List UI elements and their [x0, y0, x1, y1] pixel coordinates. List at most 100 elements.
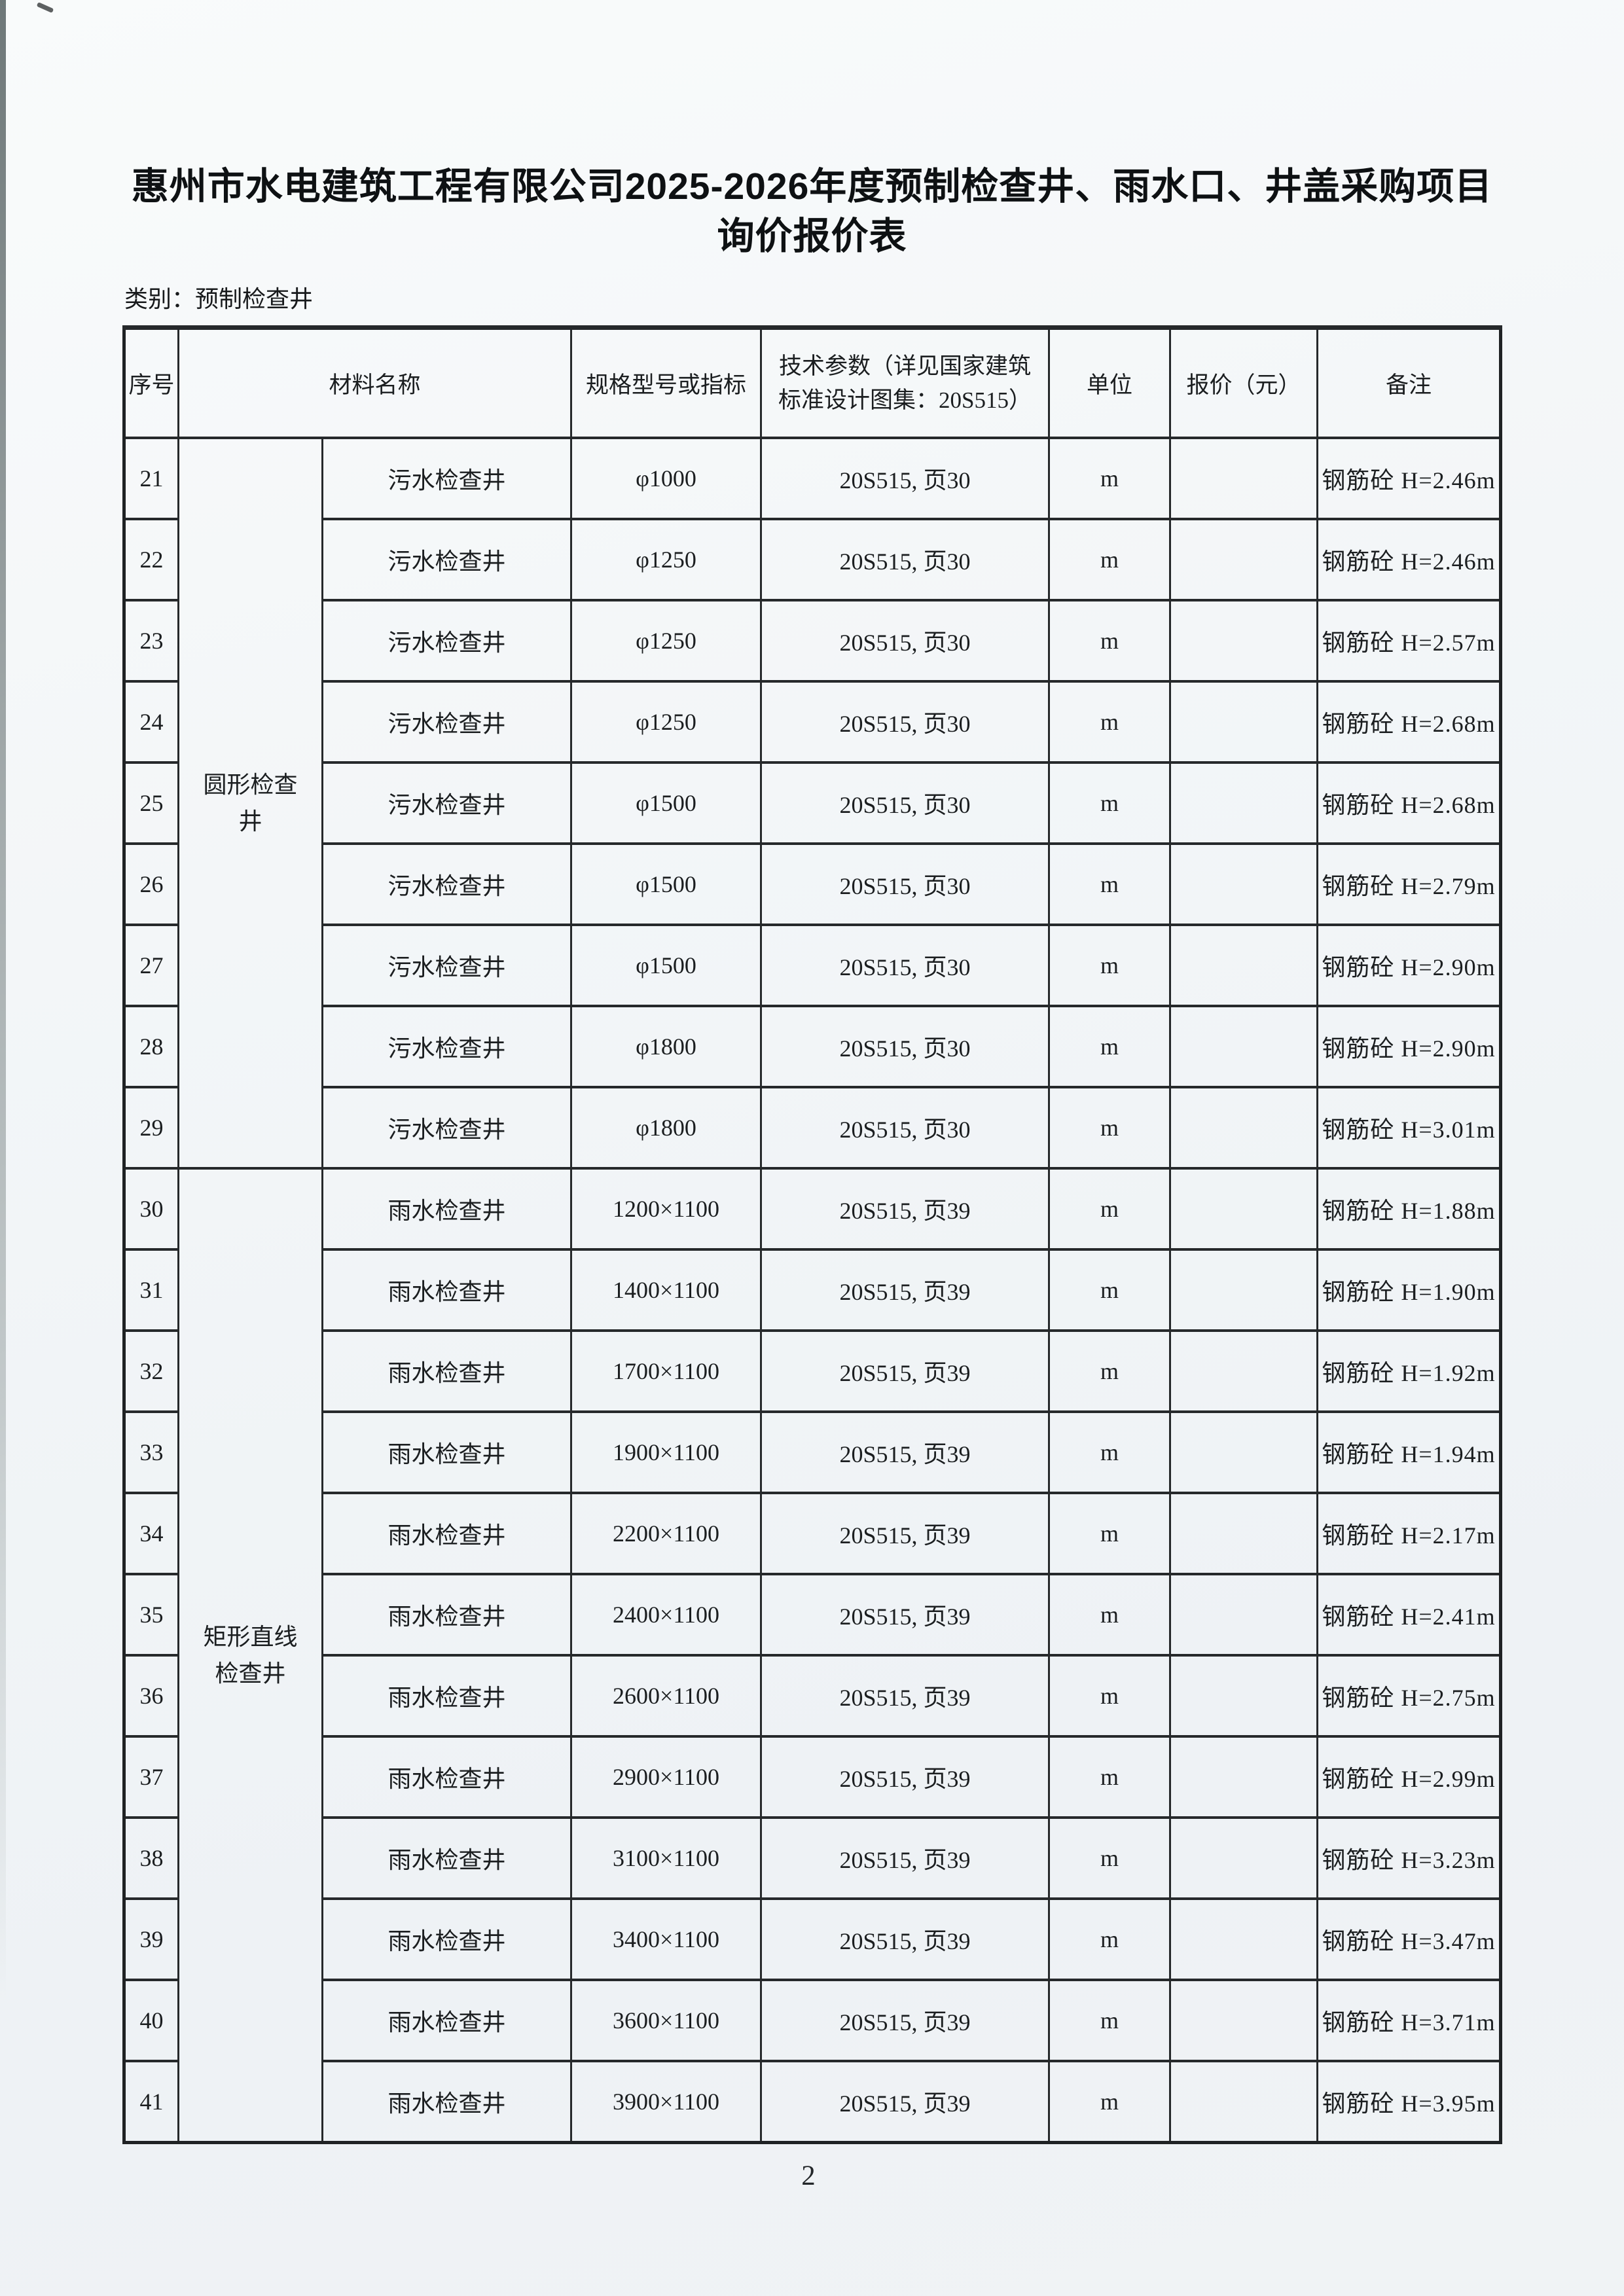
row-unit: m [1048, 2060, 1172, 2144]
quotation-table: 序号 材料名称 规格型号或指标 技术参数（详见国家建筑 标准设计图集：20S51… [122, 325, 1503, 2144]
row-material-name: 污水检查井 [321, 761, 573, 845]
material-group-cell: 圆形检查井 [177, 437, 323, 1170]
row-material-name: 雨水检查井 [321, 1573, 573, 1657]
table-row: 34 雨水检查井 2200×1100 20S515, 页39 m 钢筋砼 H=2.17m [123, 1492, 1502, 1575]
row-serial-number: 24 [123, 680, 179, 764]
row-price [1169, 1492, 1319, 1575]
row-spec: 1900×1100 [570, 1410, 763, 1494]
row-unit: m [1048, 1086, 1172, 1170]
col-header-price: 报价（元） [1169, 325, 1319, 439]
row-remark: 钢筋砼 H=3.01m [1316, 1086, 1502, 1170]
row-serial-number: 35 [123, 1573, 179, 1657]
row-serial-number: 28 [123, 1005, 179, 1088]
row-tech-params: 20S515, 页39 [760, 1573, 1051, 1657]
row-tech-params: 20S515, 页39 [760, 1329, 1051, 1413]
row-remark: 钢筋砼 H=2.46m [1316, 437, 1502, 520]
row-remark: 钢筋砼 H=2.57m [1316, 599, 1502, 683]
row-spec: 2400×1100 [570, 1573, 763, 1657]
row-remark: 钢筋砼 H=3.95m [1316, 2060, 1502, 2144]
table-row: 40 雨水检查井 3600×1100 20S515, 页39 m 钢筋砼 H=3.71m [123, 1979, 1502, 2062]
row-serial-number: 34 [123, 1492, 179, 1575]
row-unit: m [1048, 924, 1172, 1007]
row-material-name: 雨水检查井 [321, 1329, 573, 1413]
row-material-name: 雨水检查井 [321, 1897, 573, 1981]
row-price [1169, 2060, 1319, 2144]
row-price [1169, 1410, 1319, 1494]
col-header-tech-params: 技术参数（详见国家建筑 标准设计图集：20S515） [760, 325, 1051, 439]
row-material-name: 雨水检查井 [321, 1248, 573, 1332]
row-remark: 钢筋砼 H=2.90m [1316, 1005, 1502, 1088]
scan-edge-artifact [0, 0, 6, 2003]
row-tech-params: 20S515, 页39 [760, 1492, 1051, 1575]
tech-params-line-1: 技术参数（详见国家建筑 [779, 353, 1032, 379]
row-unit: m [1048, 1248, 1172, 1332]
row-spec: 3900×1100 [570, 2060, 763, 2144]
row-tech-params: 20S515, 页39 [760, 1897, 1051, 1981]
table-body: 21 圆形检查井 污水检查井 φ1000 20S515, 页30 m 钢筋砼 H=2.46m… [123, 437, 1502, 2144]
row-price [1169, 1979, 1319, 2062]
row-price [1169, 761, 1319, 845]
row-tech-params: 20S515, 页30 [760, 518, 1051, 601]
row-price [1169, 680, 1319, 764]
row-remark: 钢筋砼 H=1.92m [1316, 1329, 1502, 1413]
table-row: 36 雨水检查井 2600×1100 20S515, 页39 m 钢筋砼 H=2.75m [123, 1654, 1502, 1738]
row-price [1169, 1086, 1319, 1170]
tech-params-line-2: 标准设计图集：20S515） [778, 387, 1032, 413]
material-group-label: 圆形检查井 [203, 772, 298, 834]
row-unit: m [1048, 437, 1172, 520]
material-group-cell: 矩形直线检查井 [177, 1167, 323, 2144]
row-spec: φ1250 [570, 518, 763, 601]
table-row: 29 污水检查井 φ1800 20S515, 页30 m 钢筋砼 H=3.01m [123, 1086, 1502, 1170]
row-serial-number: 25 [123, 761, 179, 845]
row-material-name: 污水检查井 [321, 1005, 573, 1088]
row-tech-params: 20S515, 页39 [760, 1816, 1051, 1900]
category-label: 类别：预制检查井 [124, 286, 314, 312]
row-remark: 钢筋砼 H=3.71m [1316, 1979, 1502, 2062]
row-material-name: 雨水检查井 [321, 1979, 573, 2062]
table-row: 21 圆形检查井 污水检查井 φ1000 20S515, 页30 m 钢筋砼 H=2.46m [123, 437, 1502, 1170]
table-row: 28 污水检查井 φ1800 20S515, 页30 m 钢筋砼 H=2.90m [123, 1005, 1502, 1088]
row-serial-number: 41 [123, 2060, 179, 2144]
title-line-1: 惠州市水电建筑工程有限公司2025-2026年度预制检查井、雨水口、井盖采购项目 [131, 166, 1493, 207]
row-material-name: 雨水检查井 [321, 1816, 573, 1900]
row-tech-params: 20S515, 页39 [760, 2060, 1051, 2144]
table-row: 35 雨水检查井 2400×1100 20S515, 页39 m 钢筋砼 H=2.41m [123, 1573, 1502, 1657]
row-remark: 钢筋砼 H=2.41m [1316, 1573, 1502, 1657]
row-price [1169, 1897, 1319, 1981]
row-price [1169, 842, 1319, 926]
table-row: 37 雨水检查井 2900×1100 20S515, 页39 m 钢筋砼 H=2.99m [123, 1735, 1502, 1819]
row-unit: m [1048, 1897, 1172, 1981]
row-spec: φ1500 [570, 842, 763, 926]
row-remark: 钢筋砼 H=2.75m [1316, 1654, 1502, 1738]
row-material-name: 污水检查井 [321, 842, 573, 926]
row-spec: 3600×1100 [570, 1979, 763, 2062]
row-material-name: 污水检查井 [321, 924, 573, 1007]
table-row: 30 矩形直线检查井 雨水检查井 1200×1100 20S515, 页39 m 钢筋砼 H… [123, 1167, 1502, 2144]
row-unit: m [1048, 599, 1172, 683]
row-remark: 钢筋砼 H=2.68m [1316, 680, 1502, 764]
row-price [1169, 1248, 1319, 1332]
row-unit: m [1048, 1735, 1172, 1819]
row-material-name: 污水检查井 [321, 518, 573, 601]
row-serial-number: 30 [123, 1167, 179, 1251]
scan-corner-mark [36, 2, 54, 13]
row-unit: m [1048, 1816, 1172, 1900]
row-spec: φ1000 [570, 437, 763, 520]
row-spec: φ1800 [570, 1086, 763, 1170]
row-tech-params: 20S515, 页30 [760, 761, 1051, 845]
row-unit: m [1048, 1329, 1172, 1413]
table-row: 25 污水检查井 φ1500 20S515, 页30 m 钢筋砼 H=2.68m [123, 761, 1502, 845]
row-material-name: 雨水检查井 [321, 1167, 573, 1251]
table-row: 23 污水检查井 φ1250 20S515, 页30 m 钢筋砼 H=2.57m [123, 599, 1502, 683]
table-row: 41 雨水检查井 3900×1100 20S515, 页39 m 钢筋砼 H=3.95m [123, 2060, 1502, 2144]
row-serial-number: 39 [123, 1897, 179, 1981]
row-spec: 3400×1100 [570, 1897, 763, 1981]
row-material-name: 雨水检查井 [321, 1492, 573, 1575]
row-serial-number: 21 [123, 437, 179, 520]
row-spec: 1400×1100 [570, 1248, 763, 1332]
table-row: 26 污水检查井 φ1500 20S515, 页30 m 钢筋砼 H=2.79m [123, 842, 1502, 926]
col-header-spec: 规格型号或指标 [570, 325, 763, 439]
row-spec: φ1500 [570, 924, 763, 1007]
table-row: 38 雨水检查井 3100×1100 20S515, 页39 m 钢筋砼 H=3.23m [123, 1816, 1502, 1900]
row-spec: φ1250 [570, 680, 763, 764]
